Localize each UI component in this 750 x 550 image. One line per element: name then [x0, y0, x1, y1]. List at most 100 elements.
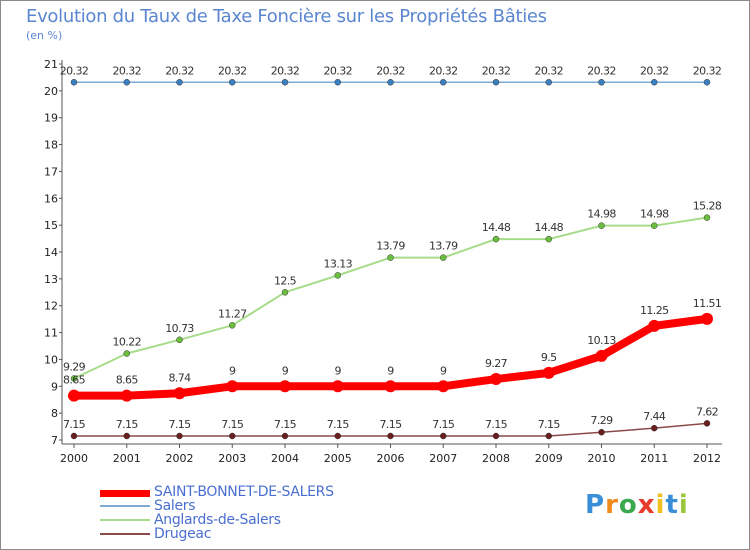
- data-point: [387, 254, 394, 261]
- data-label: 9: [335, 364, 342, 377]
- data-point: [281, 432, 289, 440]
- data-label: 20.32: [218, 64, 247, 77]
- x-tick-label: 2008: [482, 452, 510, 465]
- data-label: 9: [387, 364, 394, 377]
- data-point: [598, 79, 605, 86]
- data-point: [279, 380, 291, 393]
- data-label: 7.15: [274, 418, 297, 431]
- logo-letter: i: [655, 490, 666, 520]
- data-label: 11.25: [640, 304, 669, 317]
- data-point: [70, 375, 78, 382]
- data-point: [492, 235, 500, 243]
- data-label: 10.22: [113, 336, 142, 349]
- legend-label: Drugeac: [154, 526, 212, 542]
- data-point: [229, 432, 236, 440]
- data-point: [281, 289, 289, 296]
- data-label: 7.15: [168, 418, 191, 431]
- data-label: 7.44: [643, 410, 666, 423]
- data-label: 13.79: [429, 240, 458, 253]
- data-point: [440, 432, 447, 440]
- logo-letter: o: [618, 490, 638, 520]
- data-label: 20.32: [429, 64, 458, 77]
- y-tick-label: 16: [44, 192, 58, 205]
- data-label: 20.32: [324, 64, 353, 77]
- data-point: [492, 432, 500, 440]
- y-tick-label: 7: [51, 434, 58, 447]
- data-label: 20.32: [535, 64, 564, 77]
- legend-label: Salers: [154, 498, 196, 514]
- y-tick-label: 10: [44, 353, 58, 366]
- data-point: [490, 373, 502, 386]
- data-label: 7.15: [116, 418, 139, 431]
- data-label: 20.32: [376, 64, 405, 77]
- data-point: [545, 235, 552, 243]
- y-tick-label: 9: [51, 380, 58, 393]
- y-tick-label: 17: [44, 165, 58, 178]
- data-label: 13.79: [376, 240, 405, 253]
- axes: 7 8 9 10 11 12 13 14 15 16 17 18 19 20 21 2000 2001 2002 2…: [44, 58, 722, 465]
- y-tick-label: 11: [44, 327, 58, 340]
- x-tick-label: 2012: [693, 452, 721, 465]
- data-label: 14.48: [482, 221, 511, 234]
- data-label: 7.15: [379, 418, 402, 431]
- data-point: [334, 79, 341, 86]
- data-point: [387, 79, 394, 86]
- legend-label: Anglards-de-Salers: [154, 512, 281, 528]
- data-label: 20.32: [640, 64, 669, 77]
- data-point: [703, 420, 711, 427]
- legend-swatch: [100, 490, 150, 497]
- legend-swatch: [100, 533, 150, 535]
- data-label: 12.5: [274, 274, 297, 287]
- data-label: 14.98: [640, 208, 669, 221]
- x-tick-label: 2009: [535, 452, 563, 465]
- y-tick-label: 20: [44, 85, 58, 98]
- data-label: 8.74: [168, 371, 191, 384]
- data-point: [331, 380, 344, 393]
- x-tick-label: 2010: [588, 452, 616, 465]
- data-point: [176, 336, 183, 344]
- y-tick-label: 18: [44, 139, 58, 152]
- data-point: [651, 79, 658, 86]
- data-label: 9: [229, 364, 236, 377]
- data-point: [70, 432, 78, 440]
- data-point: [598, 222, 605, 229]
- data-point: [703, 79, 711, 86]
- data-label: 8.65: [116, 374, 139, 387]
- data-point: [173, 387, 186, 400]
- y-tick-label: 8: [51, 407, 58, 420]
- y-tick-label: 15: [44, 219, 58, 232]
- data-point: [648, 319, 661, 332]
- data-point: [68, 389, 80, 402]
- y-tick-label: 14: [44, 246, 58, 259]
- data-label: 7.62: [696, 405, 718, 418]
- data-label: 9: [282, 364, 289, 377]
- data-label: 20.32: [482, 64, 511, 77]
- data-point: [545, 432, 552, 440]
- x-tick-label: 2002: [166, 452, 194, 465]
- data-label: 7.15: [63, 418, 86, 431]
- x-tick-label: 2006: [377, 452, 405, 465]
- data-point: [492, 79, 500, 86]
- logo-letter: P: [585, 490, 606, 520]
- data-point: [334, 272, 341, 279]
- data-point: [123, 432, 130, 440]
- legend-swatch: [100, 505, 150, 507]
- data-point: [595, 349, 608, 362]
- data-point: [598, 428, 605, 436]
- data-label: 14.98: [587, 208, 616, 221]
- data-label: 9.29: [63, 360, 86, 373]
- data-label: 10.13: [587, 334, 616, 347]
- data-label: 15.28: [693, 200, 722, 213]
- data-point: [176, 432, 183, 440]
- data-point: [651, 222, 658, 229]
- data-label: 11.51: [693, 297, 722, 310]
- data-label: 9.27: [485, 357, 508, 370]
- data-point: [281, 79, 289, 86]
- chart-title: Evolution du Taux de Taxe Foncière sur l…: [26, 6, 547, 27]
- data-point: [176, 79, 183, 86]
- data-label: 9.5: [541, 351, 557, 364]
- data-label: 20.32: [271, 64, 300, 77]
- data-point: [229, 322, 236, 329]
- data-point: [384, 380, 397, 393]
